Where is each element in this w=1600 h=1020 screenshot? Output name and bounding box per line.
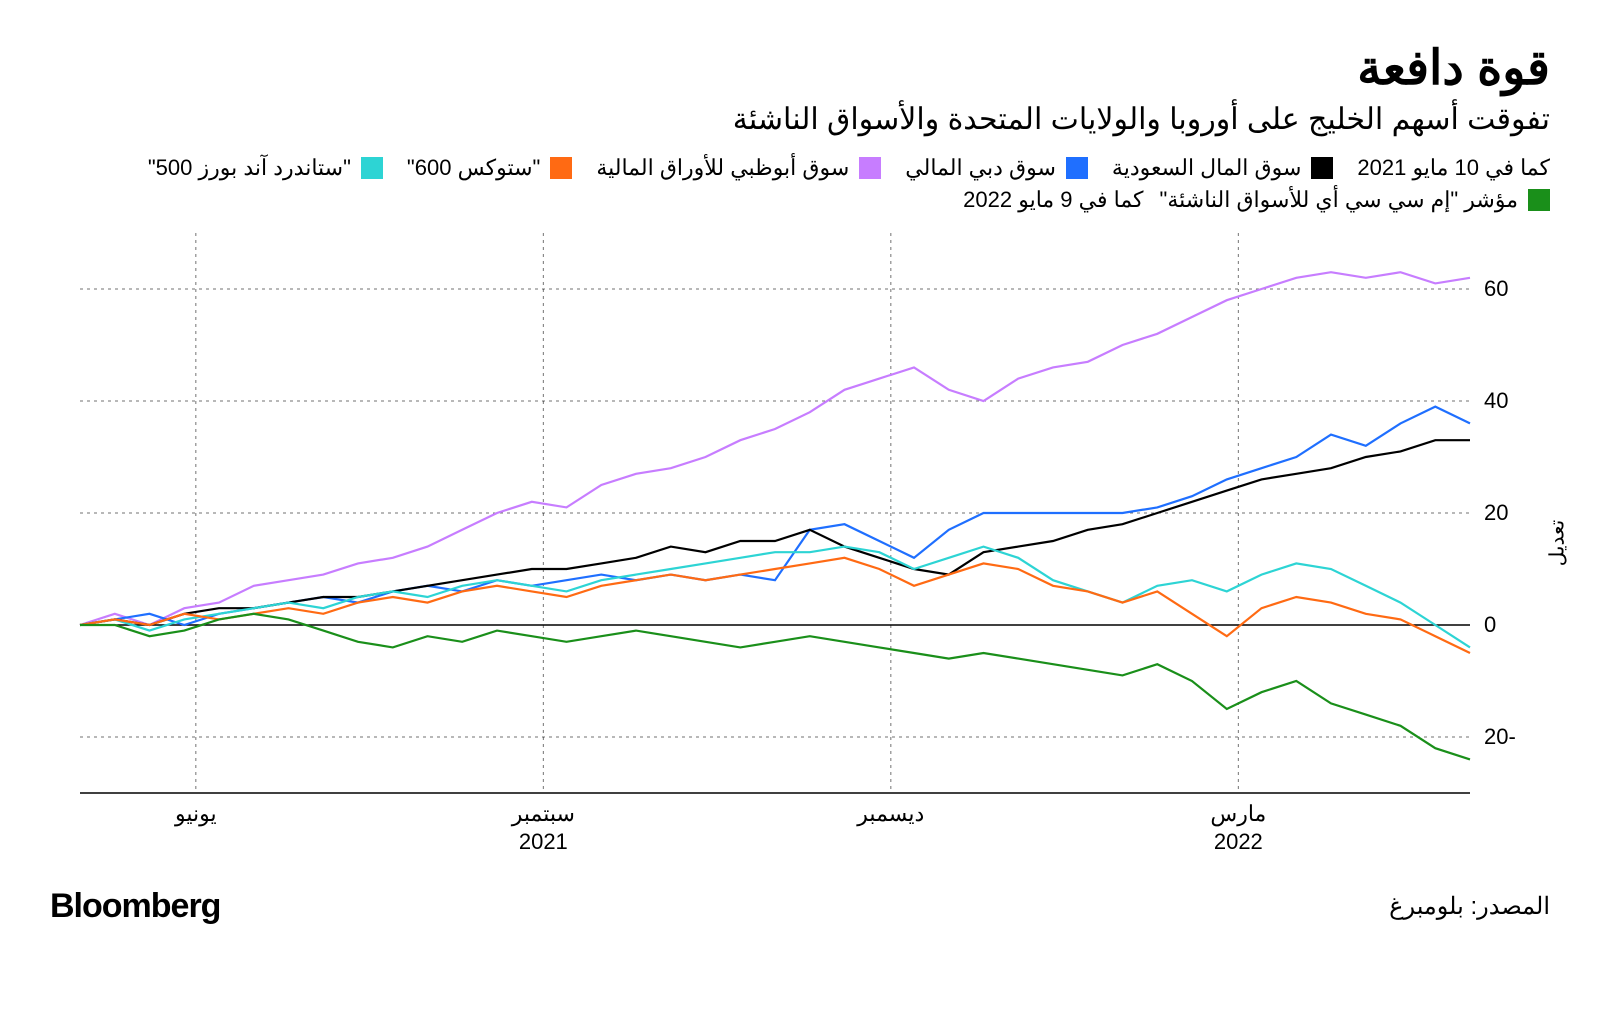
swatch-icon	[550, 157, 572, 179]
legend-label: سوق أبوظبي للأوراق المالية	[596, 155, 849, 181]
svg-text:ديسمبر: ديسمبر	[856, 801, 924, 827]
legend-item-msci-em: مؤشر "إم سي سي أي للأسواق الناشئة" كما ف…	[963, 187, 1550, 213]
legend-row-1: كما في 10 مايو 2021 سوق المال السعودية س…	[50, 155, 1550, 181]
legend-row-2: مؤشر "إم سي سي أي للأسواق الناشئة" كما ف…	[50, 187, 1550, 213]
legend-asof-1: كما في 10 مايو 2021	[1357, 155, 1550, 181]
legend-asof-2: كما في 9 مايو 2022	[963, 187, 1143, 213]
legend: كما في 10 مايو 2021 سوق المال السعودية س…	[50, 155, 1550, 213]
legend-label: مؤشر "إم سي سي أي للأسواق الناشئة"	[1160, 187, 1518, 213]
svg-text:سبتمبر: سبتمبر	[511, 801, 575, 827]
chart-area: 20-0204060يونيوسبتمبرديسمبرمارس20212022 …	[50, 223, 1550, 863]
legend-label: سوق دبي المالي	[905, 155, 1056, 181]
swatch-icon	[1066, 157, 1088, 179]
chart-footer: المصدر: بلومبرغ Bloomberg	[50, 887, 1550, 926]
chart-subtitle: تفوقت أسهم الخليج على أوروبا والولايات ا…	[50, 102, 1550, 137]
svg-text:2022: 2022	[1214, 829, 1263, 854]
legend-item-stoxx: "ستوكس 600"	[407, 155, 572, 181]
svg-text:20: 20	[1484, 500, 1508, 525]
swatch-icon	[859, 157, 881, 179]
legend-label: "ستوكس 600"	[407, 155, 540, 181]
legend-label: "ستاندرد آند بورز 500"	[148, 155, 351, 181]
svg-text:20-: 20-	[1484, 724, 1516, 749]
swatch-icon	[361, 157, 383, 179]
svg-text:60: 60	[1484, 276, 1508, 301]
chart-title: قوة دافعة	[50, 40, 1550, 96]
legend-item-sp500: "ستاندرد آند بورز 500"	[148, 155, 383, 181]
line-chart: 20- 0 20 40 60 يونيو سبتمبر ديسمبر مارس 2021 2022	[50, 223, 1550, 863]
svg-text:يونيو: يونيو	[174, 801, 217, 827]
legend-item-saudi: سوق المال السعودية	[1112, 155, 1333, 181]
swatch-icon	[1528, 189, 1550, 211]
legend-label: سوق المال السعودية	[1112, 155, 1301, 181]
legend-item-dubai: سوق دبي المالي	[905, 155, 1088, 181]
brand-logo: Bloomberg	[50, 887, 220, 926]
svg-text:40: 40	[1484, 388, 1508, 413]
chart-header: قوة دافعة تفوقت أسهم الخليج على أوروبا و…	[50, 40, 1550, 137]
svg-text:0: 0	[1484, 612, 1496, 637]
legend-item-abudhabi: سوق أبوظبي للأوراق المالية	[596, 155, 881, 181]
svg-text:2021: 2021	[519, 829, 568, 854]
svg-text:مارس: مارس	[1210, 801, 1266, 827]
y-axis-label: تعديل	[1544, 520, 1569, 566]
swatch-icon	[1311, 157, 1333, 179]
source-text: المصدر: بلومبرغ	[1389, 892, 1550, 921]
